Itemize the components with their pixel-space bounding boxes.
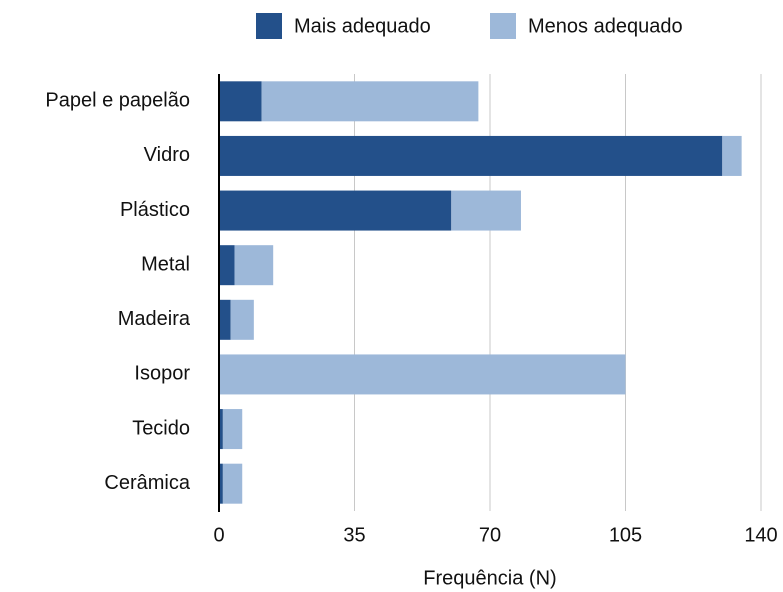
x-tick-label: 105: [609, 524, 642, 546]
y-tick-label: Vidro: [144, 144, 190, 166]
bar-segment: [219, 354, 626, 395]
y-tick-label: Isopor: [134, 363, 190, 385]
y-tick-label: Metal: [141, 253, 190, 275]
x-tick-label: 140: [744, 524, 777, 546]
bar-segment: [219, 463, 223, 504]
legend-label: Mais adequado: [294, 15, 431, 37]
bar-segment: [222, 463, 243, 504]
bar-segment: [219, 190, 452, 231]
y-tick-label: Madeira: [118, 308, 191, 330]
y-tick-label: Plástico: [120, 199, 190, 221]
legend-swatch: [490, 13, 516, 39]
y-tick-label: Papel e papelão: [45, 90, 190, 112]
bar-segment: [261, 81, 479, 122]
bar-segment: [230, 299, 254, 340]
x-tick-label: 0: [213, 524, 224, 546]
y-tick-label: Cerâmica: [104, 472, 190, 494]
x-tick-label: 35: [343, 524, 365, 546]
bar-segment: [234, 245, 274, 286]
bar-segment: [722, 135, 742, 176]
legend-label: Menos adequado: [528, 15, 683, 37]
x-axis-title: Frequência (N): [423, 567, 556, 589]
bar-segment: [219, 81, 262, 122]
bar-segment: [222, 409, 243, 450]
bar-segment: [219, 245, 235, 286]
bar-segment: [219, 299, 231, 340]
bar-segment: [451, 190, 521, 231]
bar-segment: [219, 135, 723, 176]
bar-segment: [219, 409, 223, 450]
y-tick-label: Tecido: [132, 417, 190, 439]
x-tick-label: 70: [479, 524, 501, 546]
legend-swatch: [256, 13, 282, 39]
